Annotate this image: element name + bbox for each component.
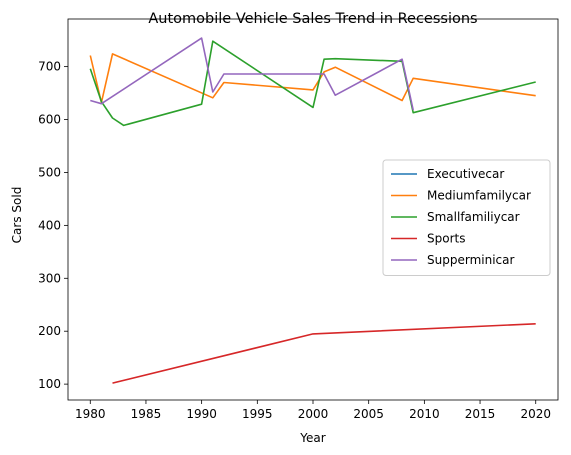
- y-tick-label: 200: [38, 324, 61, 338]
- series-line-sports: [112, 323, 536, 384]
- y-tick-label: 600: [38, 113, 61, 127]
- x-tick-label: 1980: [75, 407, 106, 421]
- series-line-supperminicar: [90, 37, 414, 111]
- x-tick-label: 1990: [186, 407, 217, 421]
- y-axis-title: Cars Sold: [10, 187, 24, 244]
- x-tick-label: 2005: [353, 407, 384, 421]
- legend-label: Sports: [427, 232, 465, 246]
- y-tick-label: 500: [38, 165, 61, 179]
- legend-label: Executivecar: [427, 167, 504, 181]
- x-tick-label: 2020: [520, 407, 551, 421]
- series-line-mediumfamilycar: [89, 53, 536, 104]
- x-tick-label: 1985: [131, 407, 162, 421]
- legend-label: Smallfamiliycar: [427, 210, 520, 224]
- series-line-smallfamiliycar: [89, 40, 536, 127]
- x-tick-label: 2015: [465, 407, 496, 421]
- x-axis-title: Year: [299, 431, 325, 445]
- y-tick-label: 400: [38, 218, 61, 232]
- legend-label: Supperminicar: [427, 253, 514, 267]
- x-tick-label: 1995: [242, 407, 273, 421]
- legend-box: [382, 159, 551, 276]
- y-tick-label: 300: [38, 271, 61, 285]
- x-tick-label: 2010: [409, 407, 440, 421]
- x-tick-label: 2000: [298, 407, 329, 421]
- legend: Executivecar Mediumfamilycar Smallfamiliyc…: [382, 159, 551, 276]
- legend-label: Mediumfamilycar: [427, 189, 531, 203]
- y-tick-label: 700: [38, 60, 61, 74]
- plot-area-frame: [67, 18, 559, 401]
- y-tick-label: 100: [38, 377, 61, 391]
